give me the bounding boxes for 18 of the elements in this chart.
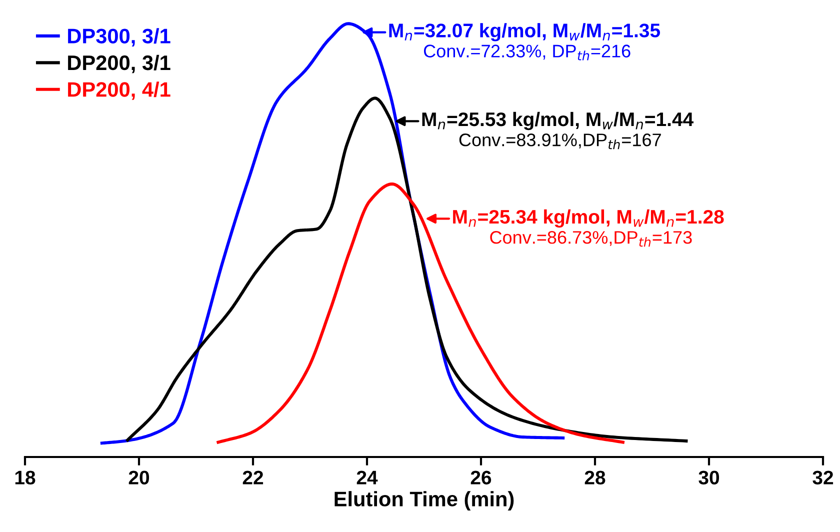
x-tick-label: 24 xyxy=(356,470,378,484)
annotation: Conv.=83.91%,DP$_{th}$=167 xyxy=(459,134,661,150)
legend-label: DP300, 3/1 xyxy=(68,28,170,46)
annotation: Conv.=72.33%, DP$_{th}$=216 xyxy=(424,44,630,60)
annotation: M$_{n}$=25.34 kg/mol, M$_{w}$/M$_{n}$=1.28 xyxy=(453,209,724,228)
annotation: M$_{n}$=32.07 kg/mol, M$_{w}$/M$_{n}$=1.35 xyxy=(389,23,660,42)
x-tick-label: 22 xyxy=(242,470,264,484)
x-tick-label: 26 xyxy=(470,470,492,484)
x-axis-title: Elution Time (min) xyxy=(334,491,514,511)
x-tick-label: 28 xyxy=(584,470,606,484)
x-tick-label: 20 xyxy=(128,470,150,484)
annotation: M$_{n}$=25.53 kg/mol, M$_{w}$/M$_{n}$=1.44 xyxy=(422,112,694,130)
x-tick-label: 30 xyxy=(698,470,720,485)
annotation: Conv.=86.73%,DP$_{th}$=173 xyxy=(490,231,692,247)
x-tick-label: 18 xyxy=(15,470,36,484)
legend-label: DP200, 4/1 xyxy=(68,82,170,100)
legend-label: DP200, 3/1 xyxy=(68,54,170,74)
x-tick-label: 32 xyxy=(812,470,834,485)
